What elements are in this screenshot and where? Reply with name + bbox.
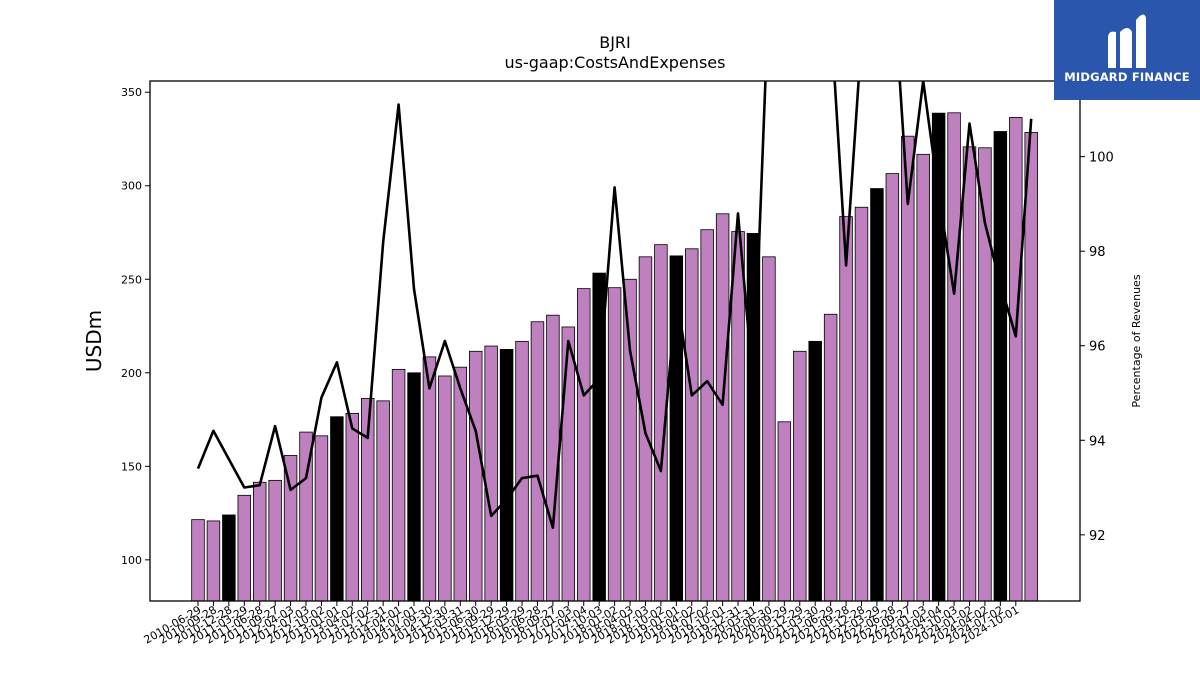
bar <box>978 147 992 601</box>
chart-title: BJRI <box>599 33 631 52</box>
bar <box>484 345 498 601</box>
bar <box>808 340 822 601</box>
bar <box>499 349 514 601</box>
bar <box>577 288 591 601</box>
y2-tick-label: 100 <box>1089 151 1114 166</box>
y-tick-label: 300 <box>121 180 142 193</box>
bar <box>561 326 576 601</box>
bar <box>438 375 452 601</box>
midgard-logo-icon <box>1108 14 1146 69</box>
bar <box>345 412 360 601</box>
midgard-finance-logo: MIDGARD FINANCE <box>1054 0 1200 100</box>
bar <box>623 278 637 601</box>
bar <box>469 350 483 601</box>
bar <box>206 520 221 601</box>
bar <box>314 435 329 601</box>
bar <box>407 372 421 601</box>
bar <box>731 231 745 601</box>
bar <box>885 173 900 601</box>
bar <box>947 112 961 601</box>
y-tick-label: 200 <box>121 367 142 380</box>
chart-subtitle: us-gaap:CostsAndExpenses <box>505 53 726 72</box>
y2-axis-label: Percentage of Revenues <box>1130 274 1143 407</box>
y-tick-label: 100 <box>121 554 142 567</box>
x-axis: 2010-06-292010-09-282010-12-282011-03-29… <box>142 601 1021 647</box>
bar <box>237 494 252 601</box>
y-axis-right: 92 94 96 98 100 <box>1080 151 1114 544</box>
bar <box>654 244 668 601</box>
y2-tick-label: 92 <box>1089 529 1106 544</box>
bar <box>607 287 622 601</box>
bar <box>777 421 792 601</box>
y2-tick-label: 96 <box>1089 340 1106 355</box>
bar <box>762 256 776 601</box>
bar <box>1024 132 1038 601</box>
y2-tick-label: 94 <box>1089 434 1106 449</box>
percentage-line <box>196 81 1033 530</box>
bar <box>530 321 545 601</box>
y-tick-label: 250 <box>121 273 142 286</box>
bar <box>299 431 313 601</box>
bar-series <box>191 112 1038 601</box>
bar <box>854 206 869 601</box>
y2-tick-label: 98 <box>1089 245 1106 260</box>
bar <box>839 216 853 601</box>
bar <box>268 479 282 601</box>
logo-text: MIDGARD FINANCE <box>1064 70 1190 84</box>
bar <box>191 519 205 601</box>
bar <box>793 350 807 601</box>
bar <box>700 229 714 601</box>
bar <box>993 131 1008 601</box>
y-tick-label: 150 <box>121 460 142 473</box>
bar <box>252 481 267 601</box>
bar <box>376 400 390 601</box>
y-tick-label: 350 <box>121 86 142 99</box>
bar <box>515 340 529 601</box>
bar <box>391 369 406 601</box>
bar <box>901 135 915 601</box>
bar <box>222 514 236 601</box>
bar <box>422 356 437 601</box>
y-axis-left: 100 150 200 250 300 350 <box>121 86 150 567</box>
bar <box>715 213 730 601</box>
bar <box>962 146 977 601</box>
bar <box>916 153 930 601</box>
bar <box>283 455 298 601</box>
bar <box>330 416 344 601</box>
y-axis-label: USDm <box>82 310 106 372</box>
line-series <box>196 81 1033 530</box>
bar <box>361 398 375 601</box>
bar <box>870 188 884 601</box>
bar <box>685 248 699 601</box>
bar <box>823 313 838 601</box>
bar <box>1009 117 1023 601</box>
bar <box>546 314 560 601</box>
